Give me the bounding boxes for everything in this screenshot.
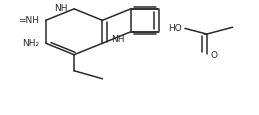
Text: O: O bbox=[211, 51, 218, 60]
Text: =NH: =NH bbox=[18, 16, 39, 25]
Text: NH: NH bbox=[54, 4, 68, 13]
Text: NH: NH bbox=[111, 35, 124, 44]
Text: HO: HO bbox=[169, 23, 182, 32]
Text: NH₂: NH₂ bbox=[22, 39, 39, 48]
